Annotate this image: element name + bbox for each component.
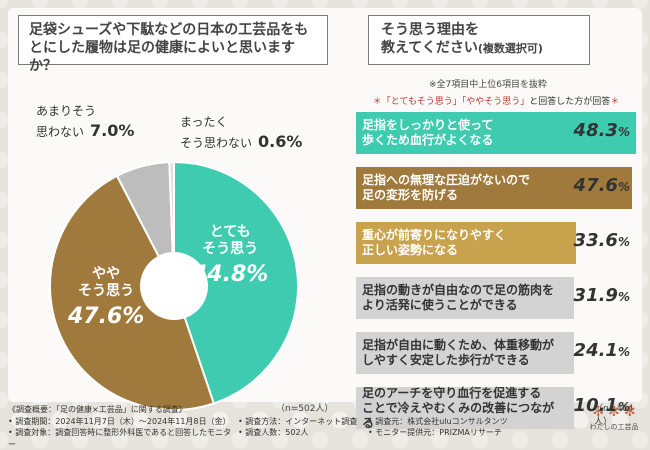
right-sample-size: （n=464人）	[594, 404, 634, 427]
pie-label-not-at-all-line1: まったく	[180, 115, 228, 129]
reason-bar-fill-2	[356, 222, 576, 264]
pie-value-not-much: 7.0%	[90, 120, 135, 140]
reason-bar-unit-0: %	[617, 125, 630, 139]
reason-bar-label-line1-5: 足のアーチを守り血行を促進する	[362, 385, 542, 400]
pie-label-not-much-line1: あまりそう	[36, 104, 97, 118]
reason-bar-fill-1	[356, 167, 632, 209]
reason-bar-fill-5	[356, 387, 574, 429]
reason-bar-unit-5: %	[617, 400, 630, 414]
pie-value-very: 44.8%	[192, 261, 269, 287]
pie-slice-0	[173, 160, 299, 405]
respondent-note-quote: 「とてもそう思う」「ややそう思う」	[381, 97, 530, 107]
footer-overview: 《調査概要：「足の健康×工芸品」に関する調査》	[8, 405, 187, 414]
reason-bar-2: 重心が前寄りになりやすく 正しい姿勢になる 33.6%	[356, 222, 636, 264]
pie-label-not-at-all: まったく そう思わない 0.6%	[180, 114, 302, 153]
reason-bar-label-line2-3: より活発に使うことができる	[362, 298, 518, 312]
reason-bar-label-line2-2: 正しい姿勢になる	[362, 243, 459, 257]
top-six-note: ※全7項目中上位6項目を抜粋	[429, 80, 547, 90]
reason-bar-fill-0	[356, 112, 636, 154]
reason-question-line2-wrap: 教えてください(複数選択可)	[381, 39, 577, 57]
reason-bar-fill-4	[356, 332, 574, 374]
pie-value-not-at-all: 0.6%	[258, 131, 303, 151]
pie-label-not-at-all-line2: そう思わない	[180, 135, 253, 150]
logo-mark-3: ✻	[623, 404, 636, 420]
pie-label-somewhat-line1: やや	[92, 266, 121, 282]
reason-bar-label-line1-4: 足指が自由に動くため、体重移動が	[362, 338, 555, 352]
pie-value-somewhat: 47.6%	[68, 303, 145, 329]
reason-bar-value-1: 47.6%	[573, 175, 630, 196]
reason-bar-value-3: 31.9%	[573, 285, 630, 306]
reason-bar-unit-4: %	[617, 345, 630, 359]
pie-label-very: とても そう思う 44.8%	[192, 224, 268, 288]
pie-label-very-line1: とても	[209, 224, 251, 240]
reason-bar-label-line2-0: 歩くため血行がよくなる	[362, 133, 494, 147]
reason-bar-label-0: 足指をしっかりと使って 歩くため血行がよくなる	[356, 118, 561, 148]
footer-count: • 調査人数：502人	[238, 428, 309, 438]
reason-bar-label-line1-0: 足指をしっかりと使って	[362, 118, 494, 132]
footer-row-2: • 調査対象：調査回答時に整形外科医であると回答したモニター • 調査人数：50…	[8, 427, 578, 450]
respondent-note-end: ＊	[610, 97, 620, 107]
reason-bar-value-4: 24.1%	[573, 340, 630, 361]
reason-bar-value-5: 10.1%	[573, 395, 630, 416]
reason-question-line1: そう思う理由を	[381, 22, 479, 38]
pie-slice-1	[49, 174, 216, 411]
reason-bar-label-5: 足のアーチを守り血行を促進する ことで冷えやむくみの改善につながる	[356, 386, 561, 431]
reason-bar-value-2: 33.6%	[573, 230, 630, 251]
footer-target: • 調査対象：調査回答時に整形外科医であると回答したモニター	[8, 428, 232, 449]
reason-bar-label-line2-4: しやすく安定した歩行ができる	[362, 353, 530, 367]
survey-footer: 《調査概要：「足の健康×工芸品」に関する調査》 • 調査期間：2024年11月7…	[8, 404, 578, 450]
left-sample-size: （n=502人）	[276, 404, 334, 414]
pie-label-somewhat: やや そう思う 47.6%	[68, 266, 144, 330]
reason-bar-label-line2-5: ことで冷えやむくみの改善につながる	[362, 400, 555, 430]
reason-bar-label-line2-1: 足の変形を防げる	[362, 188, 459, 202]
footer-org: • 調査元：株式会社uluコンサルタンツ	[368, 416, 508, 426]
reason-bar-unit-3: %	[617, 290, 630, 304]
reason-bar-label-line1-2: 重心が前寄りになりやすく	[362, 228, 507, 242]
pie-label-very-line2: そう思う	[202, 240, 259, 257]
reason-bar-4: 足指が自由に動くため、体重移動が しやすく安定した歩行ができる 24.1%	[356, 332, 636, 374]
logo-mark-1: ✻	[592, 404, 605, 420]
pie-label-not-much-line2: 思わない	[36, 124, 85, 139]
logo-mark-2: ✼	[608, 404, 620, 420]
reason-bar-chart: 足指をしっかりと使って 歩くため血行がよくなる 48.3% 足指への無理な圧迫がないの…	[356, 112, 636, 442]
reason-bar-label-4: 足指が自由に動くため、体重移動が しやすく安定した歩行ができる	[356, 338, 561, 368]
respondent-note-suffix: と回答した方が回答	[529, 97, 611, 107]
respondent-note: ＊「とてもそう思う」「ややそう思う」と回答した方が回答＊	[356, 94, 636, 107]
reason-bar-label-1: 足指への無理な圧迫がないので 足の変形を防げる	[356, 173, 561, 203]
footer-period: • 調査期間：2024年11月7日（木）～2024年11月8日（金）	[8, 416, 231, 426]
logo-mark-icon: ✻ ✼ ✻	[585, 404, 643, 420]
pie-chart: とても そう思う 44.8% やや そう思う 47.6%	[44, 156, 304, 416]
reason-bar-fill-3	[356, 277, 574, 319]
reason-question-box: そう思う理由を 教えてください(複数選択可)	[368, 15, 590, 65]
footer-method: • 調査方法：インターネット調査	[238, 416, 358, 426]
brand-logo: ✻ ✼ ✻ わたしの工芸品	[585, 404, 643, 432]
pie-center-hole	[140, 252, 208, 320]
reason-bar-0: 足指をしっかりと使って 歩くため血行がよくなる 48.3%	[356, 112, 636, 154]
reason-bar-5: 足のアーチを守り血行を促進する ことで冷えやむくみの改善につながる 10.1%	[356, 386, 636, 431]
pie-label-not-much: あまりそう 思わない 7.0%	[36, 103, 134, 142]
reason-bar-label-3: 足指の動きが自由なので足の筋肉を より活発に使うことができる	[356, 283, 561, 313]
reason-bar-label-line1-3: 足指の動きが自由なので足の筋肉を	[362, 283, 555, 297]
reason-bar-label-line1-1: 足指への無理な圧迫がないので	[362, 173, 531, 187]
reason-bar-1: 足指への無理な圧迫がないので 足の変形を防げる 47.6%	[356, 167, 636, 209]
survey-question-box: 足袋シューズや下駄などの日本の工芸品をもとにした履物は足の健康によいと思いますか…	[18, 15, 328, 74]
reason-question-sub: (複数選択可)	[477, 42, 543, 56]
pie-label-somewhat-line2: そう思う	[78, 282, 135, 299]
reason-bar-3: 足指の動きが自由なので足の筋肉を より活発に使うことができる 31.9%	[356, 277, 636, 319]
pie-chart-svg	[49, 160, 299, 411]
respondent-note-prefix: ＊	[372, 97, 382, 107]
reason-question-line2: 教えてください	[381, 40, 478, 57]
reason-bar-value-0: 48.3%	[573, 120, 630, 141]
reason-bar-unit-1: %	[617, 180, 630, 194]
infographic-card: 足袋シューズや下駄などの日本の工芸品をもとにした履物は足の健康によいと思いますか…	[8, 8, 642, 430]
survey-question-text: 足袋シューズや下駄などの日本の工芸品をもとにした履物は足の健康によいと思いますか…	[29, 22, 309, 75]
footer-row-1: • 調査期間：2024年11月7日（木）～2024年11月8日（金） • 調査方…	[8, 416, 578, 428]
reason-bar-label-2: 重心が前寄りになりやすく 正しい姿勢になる	[356, 228, 561, 258]
reason-bar-unit-2: %	[617, 235, 630, 249]
logo-text: わたしの工芸品	[589, 423, 639, 431]
footer-provider: • モニター提供元：PRIZMAリサーチ	[368, 428, 502, 438]
